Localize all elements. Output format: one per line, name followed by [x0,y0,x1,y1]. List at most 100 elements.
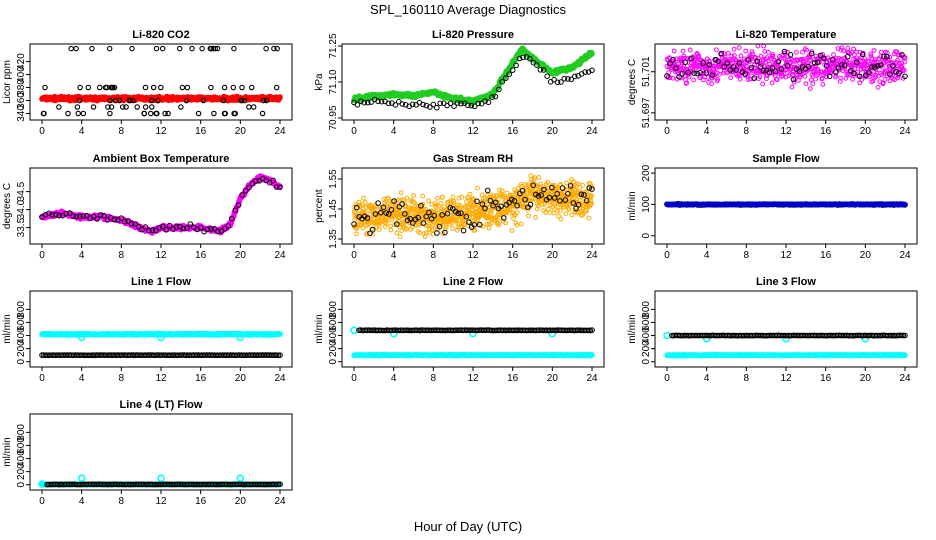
data-point [714,47,719,53]
y-tick-label: 34.0 [16,199,27,219]
data-point [769,80,775,86]
data-point [150,84,157,91]
y-axis-label: ml/min [2,314,13,343]
data-point [580,182,586,188]
x-tick-label: 24 [274,373,286,384]
data-point [737,76,743,82]
data-point [807,86,813,91]
x-tick-label: 0 [351,250,357,261]
panel-title: Ambient Box Temperature [93,153,230,165]
x-tick-label: 4 [704,250,710,261]
x-tick-label: 0 [351,126,357,137]
panel-title: Li-820 CO2 [132,29,189,41]
x-tick-label: 24 [586,250,598,261]
data-point [142,84,149,91]
data-point [73,45,79,52]
data-point [731,46,737,52]
data-point [851,46,856,52]
x-tick-label: 20 [860,126,872,137]
data-point [158,84,164,91]
data-point [902,201,908,208]
data-point [484,187,491,194]
y-tick-label: 33.5 [16,217,27,237]
data-point [589,51,595,57]
x-tick-label: 4 [391,250,397,261]
x-tick-label: 12 [780,250,792,261]
x-tick-label: 0 [664,250,670,261]
data-point [563,211,569,217]
data-point [149,104,155,110]
x-tick-label: 0 [39,250,45,261]
x-tick-label: 8 [119,250,125,261]
data-point [246,104,252,110]
data-point [129,45,135,52]
figure-xlabel: Hour of Day (UTC) [414,519,522,534]
data-point [89,45,95,52]
data-point [176,45,183,52]
data-point [536,175,542,180]
panel-title: Li-820 Temperature [736,29,837,41]
series-group [664,43,908,91]
y-axis-label: ml/min [627,191,638,220]
data-point [162,110,168,117]
data-point [687,47,693,53]
data-point [528,173,534,179]
data-point [438,200,444,206]
data-point [179,84,186,91]
data-point [467,191,473,197]
y-tick-label: 51.701 [641,56,652,87]
data-point [369,226,376,233]
data-point [762,48,768,54]
data-point [147,110,154,117]
data-point [248,84,255,91]
data-point [178,104,184,110]
y-axis-label: kPa [314,73,325,91]
data-point [106,45,113,52]
data-point [766,50,771,55]
data-point [273,84,280,91]
data-point [564,180,569,186]
series-group [351,45,595,111]
data-point [476,221,483,228]
x-tick-label: 20 [547,126,559,137]
series-group [350,326,595,359]
data-point [789,84,795,90]
data-point [231,45,237,52]
x-tick-label: 0 [39,126,45,137]
data-point [794,50,799,55]
data-point [820,82,826,87]
x-tick-label: 20 [235,250,247,261]
data-point [199,45,205,52]
x-tick-label: 12 [467,126,479,137]
data-point [211,110,217,117]
y-tick-label: 71.10 [328,69,339,94]
data-point [831,52,836,58]
data-point [450,225,455,231]
data-point [810,81,816,87]
data-point [533,215,538,220]
data-point [250,104,257,110]
x-tick-label: 16 [195,373,207,384]
data-point [803,81,809,86]
data-point [509,228,515,233]
x-tick-label: 24 [899,250,911,261]
data-point [56,104,62,110]
data-point [435,195,440,201]
x-tick-label: 12 [467,250,479,261]
data-point [475,185,480,191]
data-point [65,110,71,117]
series-group [351,173,595,240]
series-group [664,200,908,208]
y-tick-label: 51.697 [641,97,652,128]
data-point [878,49,884,55]
data-point [586,215,592,221]
data-point [277,94,283,100]
x-tick-label: 4 [79,126,85,137]
y-tick-label: 34.5 [16,181,27,201]
x-tick-label: 16 [507,126,519,137]
